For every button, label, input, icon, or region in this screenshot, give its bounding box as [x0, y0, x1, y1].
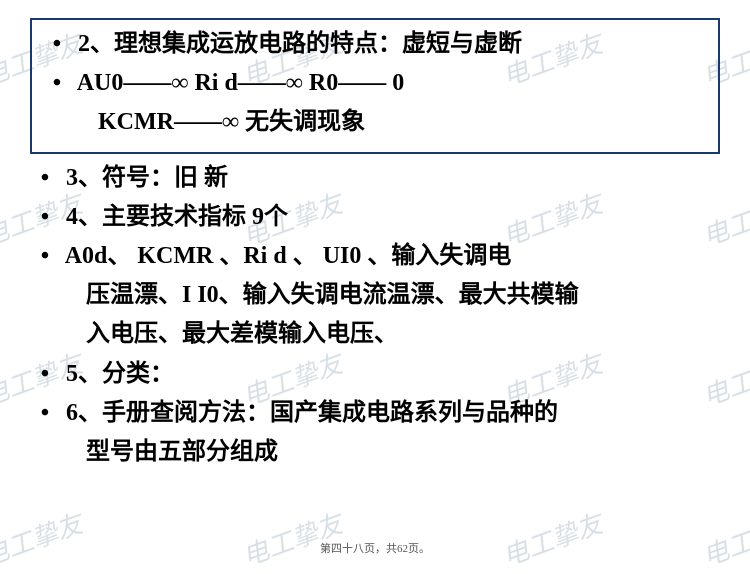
- bullet-icon: •: [30, 199, 60, 236]
- item-5-line2: 压温漂、I I0、输入失调电流温漂、最大共模输: [30, 277, 720, 314]
- bullet-icon: •: [30, 238, 60, 275]
- slide-content: • 2、理想集成运放电路的特点：虚短与虚断 • AU0——∞ Ri d——∞ R…: [0, 0, 750, 471]
- box-line-2: • AU0——∞ Ri d——∞ R0—— 0: [42, 65, 708, 102]
- bullet-icon: •: [30, 160, 60, 197]
- box-line-3: KCMR——∞ 无失调现象: [42, 104, 708, 141]
- item-3: • 3、符号：旧 新: [30, 160, 720, 197]
- watermark: 电工挚友: [497, 503, 607, 573]
- item-5-line3: 入电压、最大差模输入电压、: [30, 316, 720, 353]
- box-text-2: AU0——∞ Ri d——∞ R0—— 0: [77, 70, 405, 96]
- item-5-text-a: A0d、 KCMR 、Ri d 、 UI0 、输入失调电: [65, 243, 512, 269]
- bullet-icon: •: [42, 65, 72, 102]
- box-text-3: KCMR——∞ 无失调现象: [98, 109, 365, 135]
- item-7-line2: 型号由五部分组成: [30, 434, 720, 471]
- item-7-line1: • 6、手册查阅方法：国产集成电路系列与品种的: [30, 395, 720, 432]
- watermark: 电工挚友: [697, 503, 750, 573]
- highlighted-box: • 2、理想集成运放电路的特点：虚短与虚断 • AU0——∞ Ri d——∞ R…: [30, 18, 720, 154]
- watermark: 电工挚友: [0, 503, 87, 573]
- bullet-icon: •: [42, 26, 72, 63]
- item-5-line1: • A0d、 KCMR 、Ri d 、 UI0 、输入失调电: [30, 238, 720, 275]
- box-text-1: 2、理想集成运放电路的特点：虚短与虚断: [78, 31, 522, 57]
- bullet-icon: •: [30, 356, 60, 393]
- box-line-1: • 2、理想集成运放电路的特点：虚短与虚断: [42, 26, 708, 63]
- page-footer: 第四十八页，共62页。: [0, 540, 750, 556]
- item-5-text-b: 压温漂、I I0、输入失调电流温漂、最大共模输: [86, 282, 579, 308]
- item-7-text-a: 6、手册查阅方法：国产集成电路系列与品种的: [66, 400, 558, 426]
- watermark: 电工挚友: [237, 503, 347, 573]
- item-4-text: 4、主要技术指标 9个: [66, 204, 288, 230]
- item-3-text: 3、符号：旧 新: [66, 165, 228, 191]
- item-5-text-c: 入电压、最大差模输入电压、: [86, 321, 398, 347]
- item-6: • 5、分类：: [30, 356, 720, 393]
- item-6-text: 5、分类：: [66, 361, 174, 387]
- item-7-text-b: 型号由五部分组成: [86, 439, 278, 465]
- bullet-icon: •: [30, 395, 60, 432]
- item-4: • 4、主要技术指标 9个: [30, 199, 720, 236]
